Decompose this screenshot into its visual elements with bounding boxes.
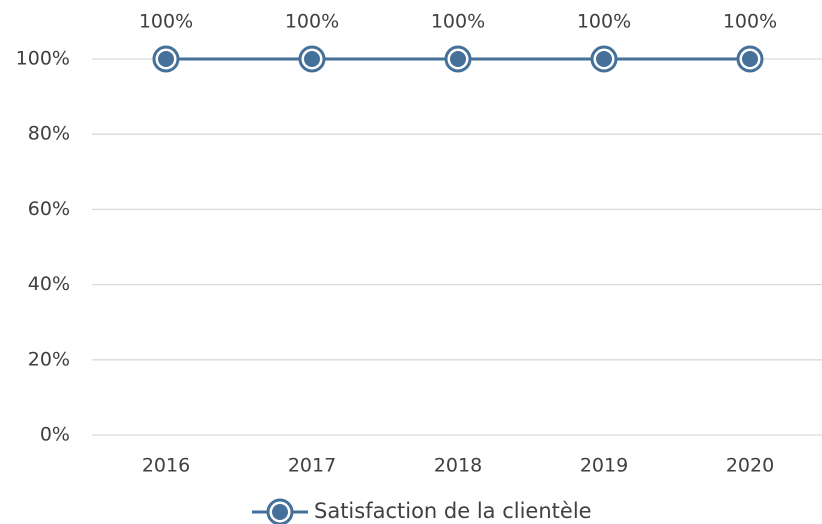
- x-tick-label: 2020: [726, 455, 774, 477]
- point-core: [596, 51, 612, 67]
- y-tick-label: 40%: [28, 273, 70, 295]
- x-tick-label: 2017: [288, 455, 336, 477]
- y-tick-label: 0%: [40, 424, 70, 446]
- y-tick-label: 60%: [28, 198, 70, 220]
- data-label: 100%: [285, 11, 339, 33]
- point-core: [158, 51, 174, 67]
- data-label: 100%: [139, 11, 193, 33]
- y-tick-label: 20%: [28, 348, 70, 370]
- y-tick-label: 100%: [16, 48, 70, 70]
- y-tick-label: 80%: [28, 123, 70, 145]
- x-tick-label: 2019: [580, 455, 628, 477]
- data-label: 100%: [723, 11, 777, 33]
- data-label: 100%: [577, 11, 631, 33]
- data-label: 100%: [431, 11, 485, 33]
- point-core: [450, 51, 466, 67]
- x-tick-label: 2018: [434, 455, 482, 477]
- x-tick-label: 2016: [142, 455, 190, 477]
- legend-marker-core: [272, 504, 288, 520]
- point-core: [742, 51, 758, 67]
- legend-label: Satisfaction de la clientèle: [314, 499, 592, 523]
- point-core: [304, 51, 320, 67]
